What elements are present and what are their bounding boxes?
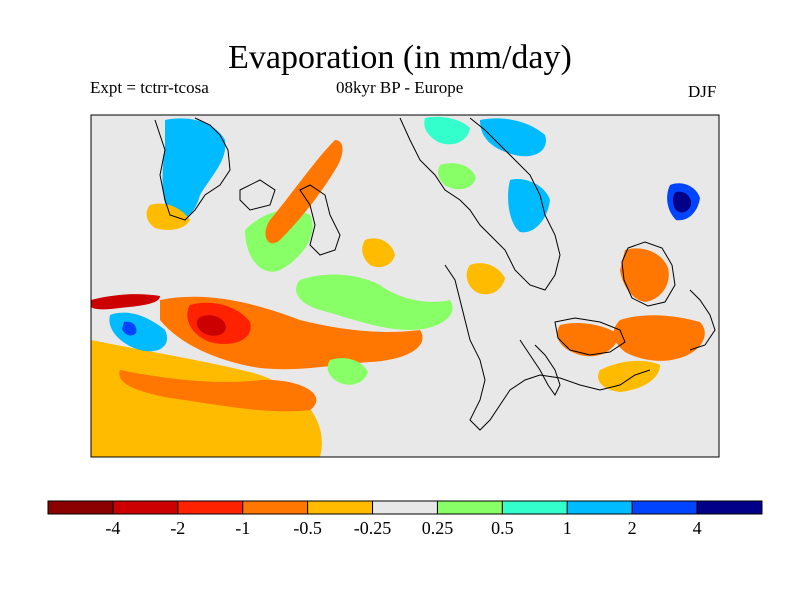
plot-frame: [90, 114, 720, 458]
field-east-mediterranean: [613, 315, 705, 361]
field-central-europe-orange: [466, 263, 505, 295]
colorbar-box: [436, 500, 503, 515]
colorbar-tick-label: 4: [693, 518, 702, 538]
colorbar-tick-label: 0.25: [422, 518, 454, 538]
colorbar-box: [566, 500, 633, 515]
colorbar-tick-label: -2: [170, 518, 185, 538]
field-iberia-green: [327, 358, 368, 385]
field-black-sea: [557, 323, 620, 357]
colorbar-tick-label: -4: [105, 518, 120, 538]
coastline-east: [689, 289, 716, 351]
field-central-europe-orange-2: [362, 238, 395, 268]
field-atlantic-west-dark: [122, 321, 137, 336]
field-atlantic-west-coast: [91, 294, 160, 310]
colorbar-box: [631, 500, 698, 515]
field-caspian-sea: [620, 248, 669, 302]
colorbar-tick-label: 1: [563, 518, 572, 538]
coastline-british-isles: [299, 184, 341, 256]
season-label: DJF: [688, 82, 717, 101]
field-baltic-green: [438, 163, 476, 190]
colorbar-box: [47, 500, 114, 515]
colorbar-box: [501, 500, 568, 515]
colorbar-box: [372, 500, 438, 515]
colorbar-box: [112, 500, 179, 515]
field-scandinavia-interior: [508, 179, 550, 233]
field-scandinavia-blue: [480, 118, 546, 157]
coastlines: [154, 117, 716, 431]
coastline-scandinavia: [399, 117, 561, 291]
field-greenland-lowland: [146, 203, 190, 230]
colorbar-tick-label: -1: [235, 518, 250, 538]
colorbar-tick-label: 0.5: [491, 518, 514, 538]
period-label: 08kyr BP - Europe: [336, 78, 464, 97]
colorbar-box: [242, 500, 309, 515]
colorbar-tick-label: 2: [628, 518, 637, 538]
colorbar-tick-label: -0.5: [293, 518, 322, 538]
field-scandinavia-arctic: [424, 116, 470, 145]
colorbar-box: [307, 500, 374, 515]
field-atlantic-low-streak: [119, 370, 317, 412]
field-norway-coast-plume: [265, 140, 343, 244]
field-east-coast-dark: [672, 191, 692, 213]
experiment-label: Expt = tctrr-tcosa: [90, 78, 209, 97]
coastline-caspian: [621, 241, 676, 307]
coastline-europe-west: [444, 264, 651, 431]
colorbar-tick-label: -0.25: [354, 518, 392, 538]
chart-title: Evaporation (in mm/day): [228, 39, 572, 76]
colorbar-box: [177, 500, 244, 515]
colorbar-box: [696, 500, 763, 515]
field-atlantic-core-max: [196, 315, 226, 336]
coastline-black-sea: [554, 317, 626, 356]
field-green-band: [296, 274, 453, 330]
coastline-greenland: [154, 117, 231, 221]
coastline-italy: [519, 339, 561, 396]
field-atlantic-west-blue: [109, 312, 168, 352]
coastline-iceland: [239, 179, 276, 211]
field-greenland-blue: [162, 118, 226, 219]
field-east-sand: [598, 360, 660, 392]
